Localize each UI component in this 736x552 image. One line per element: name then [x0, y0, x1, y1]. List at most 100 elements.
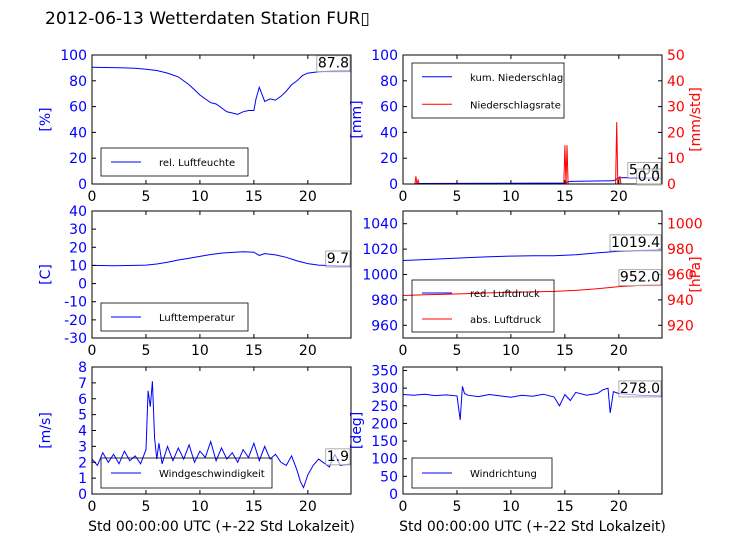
- temperature-y-axis-label: [C]: [38, 264, 54, 285]
- temperature-legend-box: [100, 302, 249, 332]
- precipitation-y-tick-label: 0: [389, 177, 398, 193]
- temperature-y-tick-label: 40: [69, 204, 87, 220]
- windspeed-y-tick-label: 0: [78, 487, 87, 503]
- winddirection-y-tick-label: 150: [371, 434, 398, 450]
- precipitation-x-tick-label: 20: [610, 189, 628, 205]
- humidity-legend-label-0: rel. Luftfeuchte: [159, 158, 235, 169]
- temperature-x-tick-label: 5: [141, 343, 150, 359]
- pressure-last-value-label: 1019.4: [611, 235, 660, 251]
- precipitation-y2-tick-label: 30: [667, 100, 685, 116]
- windspeed-series-line-0: [92, 381, 351, 489]
- precipitation-legend-label-1: Niederschlagsrate: [470, 100, 561, 111]
- precipitation-y2-axis-label: [mm/std]: [688, 87, 704, 152]
- pressure-y2-tick-label: 940: [667, 293, 694, 309]
- precipitation-last-value-2-label: 0.0: [638, 169, 660, 185]
- humidity-x-tick-label: 10: [191, 189, 209, 205]
- x-axis-label-left: Std 00:00:00 UTC (+-22 Std Lokalzeit): [88, 519, 355, 535]
- winddirection-y-tick-label: 300: [371, 381, 398, 397]
- precipitation-y-axis-label: [mm]: [349, 100, 365, 138]
- pressure-y2-tick-label: 920: [667, 318, 694, 334]
- winddirection-x-tick-label: 10: [502, 499, 520, 515]
- humidity-x-tick-label: 0: [88, 189, 97, 205]
- temperature-last-value-label: 9.7: [327, 251, 349, 267]
- winddirection-x-tick-label: 0: [399, 499, 408, 515]
- winddirection-series-line-0: [403, 386, 662, 420]
- precipitation-y-tick-label: 20: [380, 151, 398, 167]
- humidity-y-tick-label: 100: [60, 48, 87, 64]
- winddirection-y-tick-label: 250: [371, 399, 398, 415]
- pressure-y2-tick-label: 960: [667, 268, 694, 284]
- winddirection-x-tick-label: 15: [556, 499, 574, 515]
- temperature-y-tick-label: -10: [64, 295, 87, 311]
- precipitation-axes-frame: [402, 54, 663, 185]
- pressure-x-tick-label: 0: [399, 343, 408, 359]
- windspeed-x-tick-label: 10: [191, 499, 209, 515]
- pressure-y2-tick-label: 1000: [667, 217, 703, 233]
- temperature-y-tick-label: 20: [69, 240, 87, 256]
- winddirection-y-tick-label: 350: [371, 364, 398, 380]
- windspeed-y-tick-label: 6: [78, 392, 87, 408]
- windspeed-y-tick-label: 4: [78, 424, 87, 440]
- humidity-y-axis-label: [%]: [38, 107, 54, 131]
- precipitation-x-tick-label: 15: [556, 189, 574, 205]
- precipitation-y2-tick-label: 40: [667, 74, 685, 90]
- windspeed-y-axis-label: [m/s]: [38, 412, 54, 449]
- winddirection-y-tick-label: 100: [371, 452, 398, 468]
- humidity-legend-box: [100, 147, 249, 177]
- windspeed-y-tick-label: 2: [78, 455, 87, 471]
- humidity-x-tick-label: 15: [245, 189, 263, 205]
- pressure-y2-axis-label: [hPa]: [688, 256, 704, 292]
- humidity-last-value-label: 87.8: [318, 56, 349, 72]
- humidity-y-tick-label: 80: [69, 74, 87, 90]
- humidity-x-tick-label: 20: [299, 189, 317, 205]
- precipitation-y-tick-label: 100: [371, 48, 398, 64]
- winddirection-y-tick-label: 50: [380, 469, 398, 485]
- pressure-legend-label-0: red. Luftdruck: [470, 289, 540, 300]
- precipitation-legend-box: [411, 62, 565, 119]
- precipitation-last-value-2-box: [636, 168, 662, 186]
- temperature-x-tick-label: 10: [191, 343, 209, 359]
- pressure-y-tick-label: 1040: [362, 217, 398, 233]
- temperature-legend-label-0: Lufttemperatur: [159, 313, 236, 324]
- temperature-y-tick-label: -30: [64, 331, 87, 347]
- precipitation-x-tick-label: 10: [502, 189, 520, 205]
- precipitation-series-line-0: [403, 177, 662, 184]
- pressure-y2-tick-label: 980: [667, 242, 694, 258]
- winddirection-y-axis-label: [deg]: [349, 412, 365, 449]
- winddirection-x-tick-label: 5: [452, 499, 461, 515]
- precipitation-x-tick-label: 5: [452, 189, 461, 205]
- windspeed-x-tick-label: 15: [245, 499, 263, 515]
- temperature-y-tick-label: 10: [69, 258, 87, 274]
- x-axis-label-right: Std 00:00:00 UTC (+-22 Std Lokalzeit): [399, 519, 666, 535]
- windspeed-legend-label-0: Windgeschwindigkeit: [159, 469, 265, 480]
- pressure-x-tick-label: 20: [610, 343, 628, 359]
- humidity-y-tick-label: 60: [69, 100, 87, 116]
- winddirection-x-tick-label: 20: [610, 499, 628, 515]
- pressure-legend-box: [411, 279, 555, 333]
- winddirection-last-value-box: [618, 380, 662, 398]
- humidity-y-tick-label: 40: [69, 125, 87, 141]
- windspeed-y-tick-label: 5: [78, 408, 87, 424]
- pressure-y-tick-label: 980: [371, 293, 398, 309]
- winddirection-axes-frame: [402, 366, 663, 495]
- temperature-y-tick-label: -20: [64, 313, 87, 329]
- pressure-x-tick-label: 10: [502, 343, 520, 359]
- winddirection-y-tick-label: 0: [389, 487, 398, 503]
- humidity-y-tick-label: 0: [78, 177, 87, 193]
- precipitation-y2-tick-label: 50: [667, 48, 685, 64]
- precipitation-y-tick-label: 80: [380, 74, 398, 90]
- windspeed-x-tick-label: 5: [141, 499, 150, 515]
- pressure-x-tick-label: 5: [452, 343, 461, 359]
- windspeed-x-tick-label: 0: [88, 499, 97, 515]
- windspeed-y-tick-label: 7: [78, 376, 87, 392]
- windspeed-x-tick-label: 20: [299, 499, 317, 515]
- windspeed-y-tick-label: 8: [78, 360, 87, 376]
- pressure-y-tick-label: 960: [371, 318, 398, 334]
- windspeed-y-tick-label: 1: [78, 471, 87, 487]
- precipitation-y2-tick-label: 20: [667, 125, 685, 141]
- humidity-y-tick-label: 20: [69, 151, 87, 167]
- temperature-axes-frame: [91, 210, 352, 339]
- humidity-axes-frame: [91, 54, 352, 185]
- pressure-last-value-2-label: 952.0: [620, 270, 660, 286]
